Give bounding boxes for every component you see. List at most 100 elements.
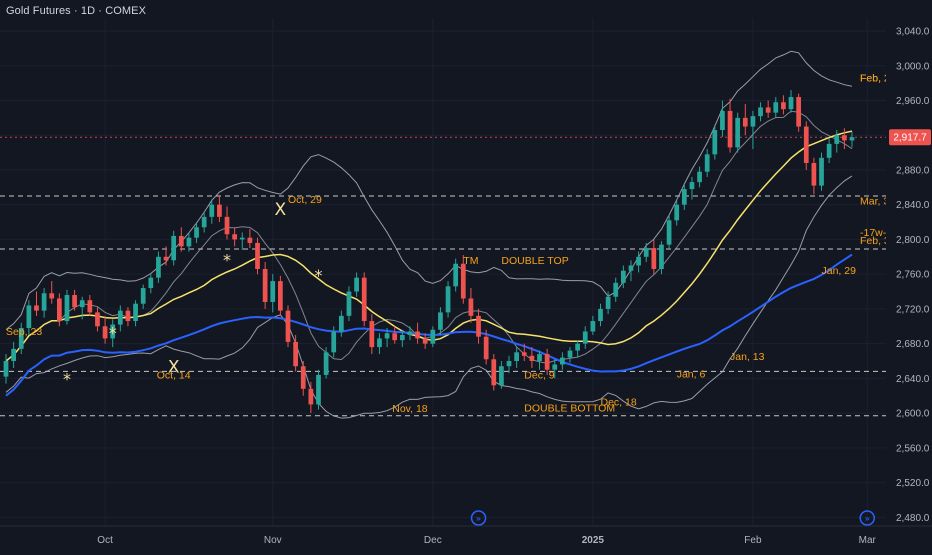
candle-body[interactable] xyxy=(781,102,786,110)
candle-body[interactable] xyxy=(217,204,222,217)
candle-body[interactable] xyxy=(521,352,527,356)
candle-body[interactable] xyxy=(674,204,680,221)
candle-body[interactable] xyxy=(72,295,77,308)
candle-body[interactable] xyxy=(338,315,344,332)
candle-body[interactable] xyxy=(765,107,771,113)
candle-body[interactable] xyxy=(3,361,9,377)
candle-body[interactable] xyxy=(537,354,542,362)
candle-body[interactable] xyxy=(186,237,192,247)
candle-body[interactable] xyxy=(377,338,382,348)
candle-body[interactable] xyxy=(262,268,268,302)
candle-body[interactable] xyxy=(468,298,474,316)
candle-body[interactable] xyxy=(773,102,779,113)
price-axis[interactable]: 2,480.0 2,520.0 2,560.0 2,600.0 2,640.0 2,680… xyxy=(886,0,932,550)
candle-body[interactable] xyxy=(293,341,298,367)
candle-body[interactable] xyxy=(110,324,116,339)
candle-body[interactable] xyxy=(323,352,329,375)
candles-layer[interactable] xyxy=(3,90,855,414)
candle-body[interactable] xyxy=(270,281,276,302)
candle-body[interactable] xyxy=(354,277,359,292)
candle-body[interactable] xyxy=(133,303,138,322)
candle-body[interactable] xyxy=(422,338,428,344)
candle-body[interactable] xyxy=(613,282,619,297)
candle-body[interactable] xyxy=(232,234,238,240)
candle-body[interactable] xyxy=(224,216,230,235)
candle-body[interactable] xyxy=(552,364,558,370)
candle-body[interactable] xyxy=(628,265,634,271)
candle-body[interactable] xyxy=(750,116,756,127)
candle-body[interactable] xyxy=(567,350,573,358)
candle-body[interactable] xyxy=(407,331,413,335)
candle-body[interactable] xyxy=(788,97,794,110)
candle-body[interactable] xyxy=(125,310,131,322)
candle-body[interactable] xyxy=(796,97,802,127)
candle-body[interactable] xyxy=(560,357,565,365)
candle-body[interactable] xyxy=(300,366,306,389)
candle-body[interactable] xyxy=(605,296,611,309)
candle-body[interactable] xyxy=(849,137,855,141)
candle-body[interactable] xyxy=(140,288,146,304)
candle-body[interactable] xyxy=(49,293,55,299)
candle-body[interactable] xyxy=(117,310,123,325)
candle-body[interactable] xyxy=(26,305,32,329)
candle-body[interactable] xyxy=(56,298,62,322)
candle-body[interactable] xyxy=(742,117,748,127)
candle-body[interactable] xyxy=(415,331,420,339)
candle-body[interactable] xyxy=(346,291,352,316)
time-axis[interactable]: Oct Nov Dec 2025 Feb Mar xyxy=(0,525,932,546)
candle-body[interactable] xyxy=(704,154,710,172)
candle-body[interactable] xyxy=(438,312,443,330)
candle-body[interactable] xyxy=(727,110,733,148)
candle-body[interactable] xyxy=(34,305,39,311)
candle-body[interactable] xyxy=(178,235,184,247)
candle-body[interactable] xyxy=(575,343,580,351)
candle-body[interactable] xyxy=(689,182,695,190)
candle-body[interactable] xyxy=(697,171,702,183)
candle-body[interactable] xyxy=(712,130,718,155)
candle-body[interactable] xyxy=(842,135,847,141)
candle-body[interactable] xyxy=(491,359,497,386)
candle-body[interactable] xyxy=(163,256,169,261)
candle-body[interactable] xyxy=(87,300,93,313)
candle-body[interactable] xyxy=(834,135,840,144)
candle-body[interactable] xyxy=(255,242,260,269)
candle-body[interactable] xyxy=(636,256,641,266)
candle-body[interactable] xyxy=(278,281,283,311)
candle-body[interactable] xyxy=(445,286,451,313)
price-axis-panel[interactable] xyxy=(886,0,932,550)
candle-body[interactable] xyxy=(156,256,161,278)
fast-forward-circle-icon[interactable] xyxy=(859,510,875,526)
candle-body[interactable] xyxy=(506,361,512,367)
candle-body[interactable] xyxy=(11,348,16,362)
candle-body[interactable] xyxy=(453,263,459,287)
candle-body[interactable] xyxy=(331,331,337,353)
candle-body[interactable] xyxy=(819,157,824,186)
candle-body[interactable] xyxy=(826,143,832,158)
candle-body[interactable] xyxy=(430,329,436,344)
candle-body[interactable] xyxy=(201,216,207,228)
candle-body[interactable] xyxy=(316,374,321,405)
candle-body[interactable] xyxy=(476,315,481,337)
candle-body[interactable] xyxy=(64,295,70,322)
candle-body[interactable] xyxy=(643,248,649,257)
candle-body[interactable] xyxy=(582,331,588,344)
candle-body[interactable] xyxy=(399,334,405,341)
candle-body[interactable] xyxy=(811,163,817,186)
candle-body[interactable] xyxy=(483,336,489,360)
candle-body[interactable] xyxy=(247,237,253,243)
candle-body[interactable] xyxy=(666,220,672,245)
candle-body[interactable] xyxy=(95,312,100,327)
candle-body[interactable] xyxy=(681,189,687,205)
candle-body[interactable] xyxy=(194,227,199,238)
candle-body[interactable] xyxy=(590,321,596,332)
candle-body[interactable] xyxy=(209,204,215,217)
candle-body[interactable] xyxy=(239,237,245,240)
fast-forward-circle-icon[interactable]: » xyxy=(470,510,487,526)
candle-body[interactable] xyxy=(735,117,741,148)
candle-body[interactable] xyxy=(651,248,657,269)
candle-body[interactable] xyxy=(171,235,177,261)
candle-body[interactable] xyxy=(369,321,375,348)
candle-body[interactable] xyxy=(499,366,504,386)
candle-body[interactable] xyxy=(308,388,314,405)
